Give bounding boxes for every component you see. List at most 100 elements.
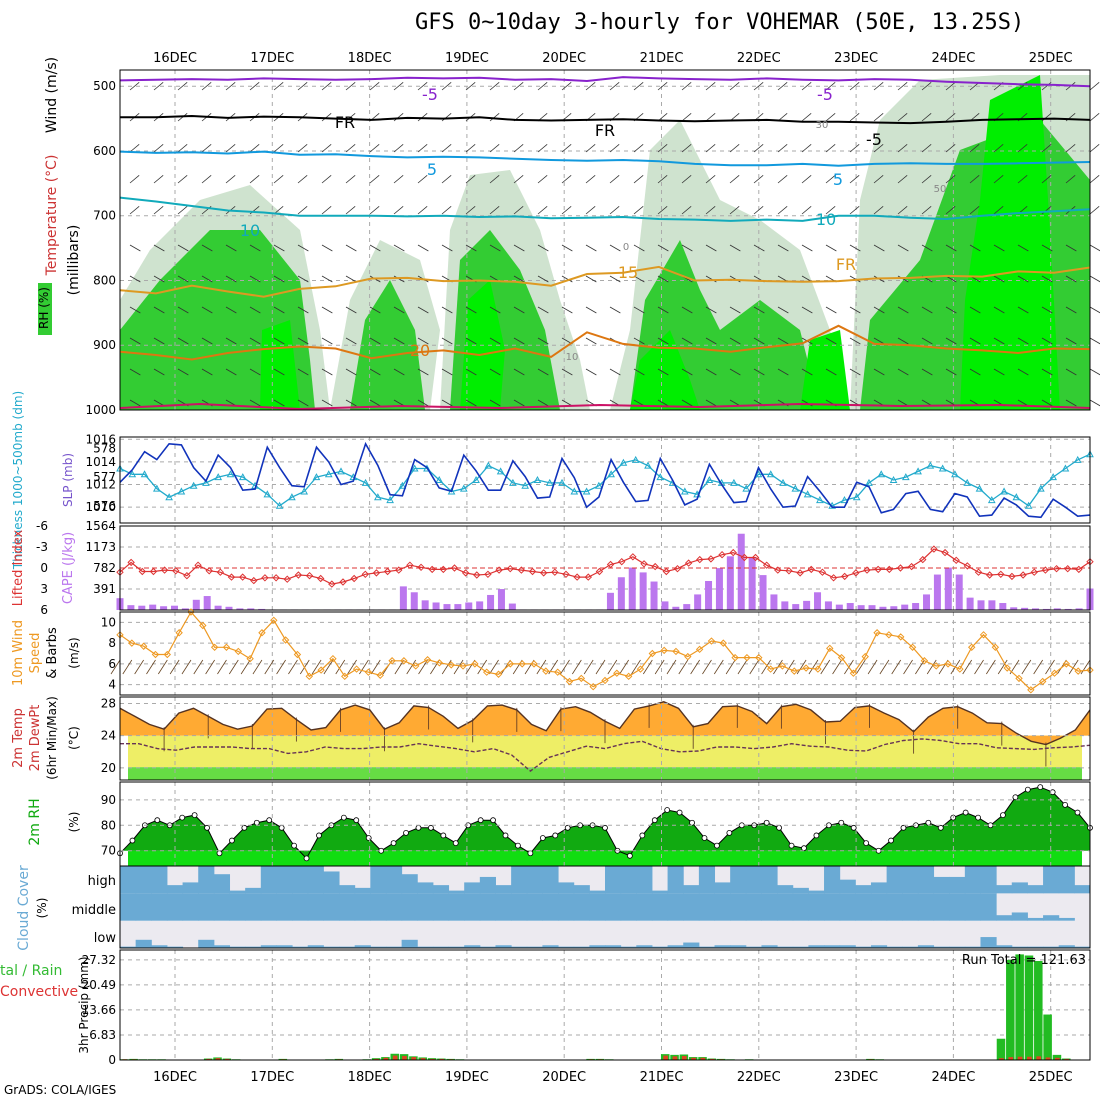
thickness-marker — [226, 470, 235, 478]
x-tick-label-top: 21DEC — [640, 51, 684, 66]
wind-barb — [465, 337, 477, 345]
wind-barb — [393, 337, 405, 345]
wind-barb — [513, 244, 525, 252]
cloud-bar-middle — [855, 893, 872, 921]
wind-barb — [345, 306, 357, 314]
cloud-bar-middle — [761, 893, 778, 921]
rh-shade-bright — [960, 75, 1060, 410]
wind-barb — [657, 174, 668, 184]
wind-barb — [945, 174, 956, 184]
wind-barb — [297, 143, 308, 153]
li-marker — [919, 555, 927, 564]
cloud-bar-low — [745, 946, 762, 948]
wind-barb-10m — [276, 659, 286, 675]
wind-barb — [513, 368, 525, 376]
wind-barb — [489, 337, 501, 345]
li-marker — [874, 565, 882, 574]
temp-tick-label: 20 — [101, 761, 116, 775]
wind-barb — [489, 244, 501, 252]
wind-barb — [321, 205, 332, 215]
li-marker — [785, 567, 793, 575]
cloud-bar-low — [667, 945, 684, 948]
wind-barb — [297, 306, 309, 314]
wind-barb — [969, 306, 981, 314]
wind-barb — [873, 112, 884, 122]
li-marker — [1030, 568, 1038, 576]
wind-barb — [657, 275, 669, 283]
li-marker — [729, 548, 737, 557]
thickness-marker — [152, 484, 161, 492]
wind-barb — [1041, 399, 1053, 407]
convective-bar — [700, 1057, 706, 1060]
wind-speed-marker — [743, 653, 751, 662]
wind-barb — [945, 205, 956, 215]
wind-speed-marker — [731, 653, 739, 662]
rh2m-marker — [651, 817, 658, 824]
wind-barb-10m — [240, 659, 251, 675]
wind-speed-marker — [897, 633, 905, 641]
thickness-marker — [521, 481, 530, 489]
cape-bar — [901, 604, 909, 610]
cloud-bar-middle — [683, 893, 700, 921]
wind-speed-marker — [861, 652, 869, 661]
li-marker — [651, 562, 659, 571]
wind-barb — [825, 244, 837, 252]
li-marker — [963, 562, 972, 570]
cloud-bar-high — [339, 885, 356, 894]
wind-barb — [945, 337, 957, 345]
cloud-bar-high — [902, 866, 919, 894]
li-marker — [841, 572, 849, 581]
wind-barb-10m — [986, 659, 996, 675]
li-marker — [941, 548, 949, 557]
wind-speed-marker — [305, 672, 313, 681]
cloud-bar-high — [385, 866, 403, 894]
wind-barb-10m — [453, 659, 464, 675]
wind-barb — [657, 337, 669, 345]
wind-barb — [321, 81, 332, 91]
thickness-marker — [324, 470, 333, 478]
cloud-bar-high — [730, 866, 747, 894]
temp-ylabel-c: (6hr Min/Max) — [45, 696, 59, 780]
contour-label: 10 — [240, 221, 260, 240]
wind-barb — [369, 143, 380, 153]
cloud-bar-high — [886, 866, 903, 894]
cloud-bar-low — [839, 945, 856, 948]
wind-barb — [777, 244, 789, 252]
wind-barb — [561, 306, 573, 314]
run-total-label: Run Total = 121.63 — [962, 953, 1086, 968]
cloud-bar-low — [980, 937, 997, 948]
x-tick-label-top: 18DEC — [348, 51, 392, 66]
cape-bar — [465, 602, 473, 610]
li-marker — [205, 567, 213, 575]
cape-ylabel-cape: CAPE (J/kg) — [61, 532, 76, 604]
wind-barb — [729, 174, 740, 184]
wind-speed-marker — [624, 672, 633, 681]
wind-barb — [225, 81, 236, 91]
wind-barb — [753, 205, 764, 215]
wind-barb-10m — [690, 659, 700, 675]
wind-barb — [249, 337, 261, 345]
wind-barb — [441, 174, 452, 184]
x-tick-label-top: 23DEC — [834, 51, 878, 66]
wind-barb — [345, 337, 357, 345]
convective-bar — [1064, 1058, 1070, 1060]
wind-speed-marker — [873, 629, 881, 637]
wind-barb — [705, 244, 717, 252]
thickness-marker — [852, 493, 861, 501]
wind-barb — [633, 205, 644, 215]
cloud-bar-middle — [651, 893, 669, 921]
wind-barb — [129, 244, 141, 252]
wind-barb — [441, 81, 452, 91]
rh2m-marker — [1000, 812, 1006, 818]
wind-barb — [585, 368, 597, 376]
wind-barb — [369, 205, 380, 215]
thickness-marker — [472, 475, 480, 483]
rh2m-marker — [838, 819, 845, 826]
thickness-tick-label: 577 — [93, 470, 116, 484]
li-marker — [885, 565, 894, 574]
rh2m-marker — [1012, 794, 1019, 801]
isotherm-line — [119, 265, 1091, 298]
cape-bar — [694, 594, 702, 610]
precip-ylabel-a: tal / Rain — [0, 963, 62, 979]
cape-bar — [181, 608, 189, 610]
